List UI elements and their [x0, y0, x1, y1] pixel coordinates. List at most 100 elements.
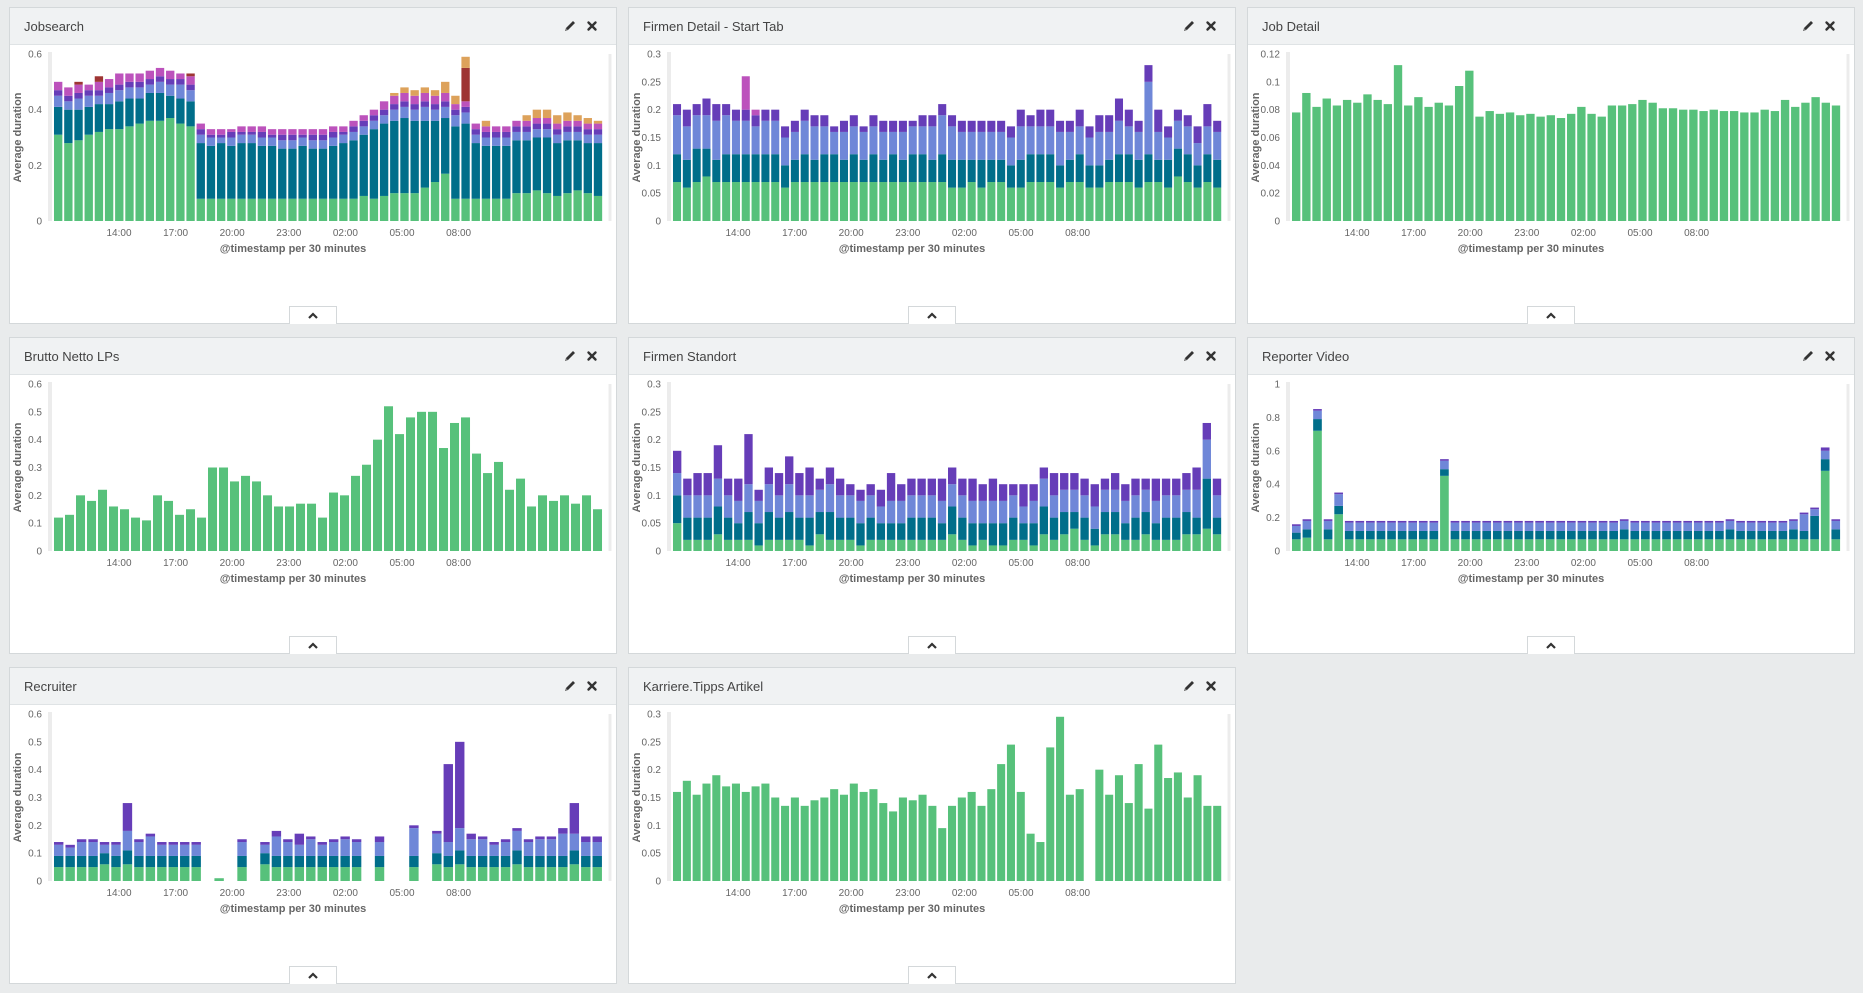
- bar-segment[interactable]: [866, 484, 875, 496]
- bar-segment[interactable]: [968, 545, 977, 551]
- bar-segment[interactable]: [673, 495, 682, 524]
- bar-segment[interactable]: [1154, 182, 1163, 221]
- bar-segment[interactable]: [958, 517, 967, 540]
- bar-segment[interactable]: [318, 140, 328, 149]
- bar-segment[interactable]: [512, 131, 521, 141]
- bar-segment[interactable]: [1039, 534, 1049, 551]
- bar-segment[interactable]: [87, 500, 97, 551]
- bar-segment[interactable]: [257, 145, 267, 199]
- bar-segment[interactable]: [1141, 534, 1150, 551]
- bar-segment[interactable]: [308, 129, 317, 135]
- bar-segment[interactable]: [1668, 108, 1678, 221]
- bar-segment[interactable]: [206, 145, 216, 199]
- bar-segment[interactable]: [1161, 517, 1171, 540]
- bar-segment[interactable]: [703, 473, 712, 496]
- bar-segment[interactable]: [866, 495, 875, 518]
- bar-segment[interactable]: [712, 104, 721, 121]
- bar-segment[interactable]: [917, 478, 926, 496]
- bar-segment[interactable]: [1183, 115, 1192, 127]
- bar-segment[interactable]: [308, 140, 317, 149]
- bar-segment[interactable]: [1630, 522, 1640, 531]
- bar-segment[interactable]: [420, 92, 430, 102]
- bar-segment[interactable]: [417, 411, 427, 551]
- bar-segment[interactable]: [1366, 522, 1375, 531]
- bar-segment[interactable]: [948, 126, 957, 160]
- bar-segment[interactable]: [443, 855, 453, 868]
- bar-segment[interactable]: [267, 137, 277, 146]
- bar-segment[interactable]: [958, 478, 967, 496]
- bar-segment[interactable]: [1302, 529, 1312, 538]
- bar-segment[interactable]: [683, 539, 692, 551]
- bar-segment[interactable]: [1820, 450, 1830, 460]
- bar-segment[interactable]: [815, 512, 824, 535]
- bar-segment[interactable]: [176, 84, 185, 99]
- bar-segment[interactable]: [1075, 109, 1084, 127]
- bar-segment[interactable]: [340, 836, 350, 840]
- bar-segment[interactable]: [74, 109, 83, 141]
- bar-segment[interactable]: [374, 842, 385, 856]
- bar-segment[interactable]: [723, 539, 733, 551]
- bar-segment[interactable]: [1203, 805, 1212, 881]
- bar-segment[interactable]: [741, 109, 750, 121]
- bar-segment[interactable]: [569, 864, 580, 881]
- bar-segment[interactable]: [125, 81, 134, 88]
- bar-segment[interactable]: [835, 539, 845, 551]
- collapse-button[interactable]: [1527, 306, 1575, 324]
- bar-segment[interactable]: [815, 489, 824, 513]
- bar-segment[interactable]: [1535, 539, 1544, 551]
- bar-segment[interactable]: [395, 434, 405, 551]
- pencil-icon[interactable]: [1800, 348, 1816, 364]
- bar-segment[interactable]: [1503, 522, 1513, 531]
- bar-segment[interactable]: [1535, 530, 1544, 540]
- bar-segment[interactable]: [997, 764, 1006, 881]
- bar-segment[interactable]: [978, 500, 987, 524]
- bar-segment[interactable]: [1811, 97, 1820, 221]
- bar-segment[interactable]: [1193, 126, 1202, 144]
- bar-segment[interactable]: [583, 118, 592, 124]
- bar-segment[interactable]: [908, 154, 917, 183]
- bar-segment[interactable]: [1131, 539, 1140, 551]
- bar-segment[interactable]: [1124, 154, 1133, 183]
- bar-segment[interactable]: [216, 198, 226, 221]
- bar-segment[interactable]: [741, 791, 750, 881]
- bar-segment[interactable]: [54, 134, 63, 221]
- close-icon[interactable]: [584, 348, 600, 364]
- bar-segment[interactable]: [271, 867, 282, 881]
- bar-segment[interactable]: [1641, 522, 1650, 531]
- bar-segment[interactable]: [283, 842, 293, 856]
- bar-segment[interactable]: [977, 131, 986, 160]
- bar-segment[interactable]: [1556, 539, 1566, 551]
- bar-segment[interactable]: [810, 126, 819, 160]
- bar-segment[interactable]: [1440, 475, 1449, 551]
- bar-segment[interactable]: [430, 104, 440, 110]
- bar-segment[interactable]: [751, 154, 760, 183]
- bar-segment[interactable]: [702, 148, 711, 177]
- bar-segment[interactable]: [1342, 99, 1352, 221]
- bar-segment[interactable]: [1121, 484, 1130, 501]
- bar-segment[interactable]: [1719, 111, 1729, 221]
- bar-segment[interactable]: [558, 867, 568, 881]
- bar-segment[interactable]: [790, 120, 799, 132]
- bar-segment[interactable]: [1080, 478, 1089, 496]
- bar-segment[interactable]: [581, 836, 591, 843]
- bar-segment[interactable]: [155, 120, 165, 221]
- bar-segment[interactable]: [1482, 539, 1492, 551]
- bar-segment[interactable]: [815, 478, 824, 490]
- bar-segment[interactable]: [1516, 115, 1525, 221]
- bar-segment[interactable]: [1192, 517, 1201, 535]
- bar-segment[interactable]: [1006, 744, 1015, 881]
- bar-segment[interactable]: [76, 855, 87, 868]
- bar-segment[interactable]: [1203, 182, 1212, 221]
- bar-segment[interactable]: [1450, 530, 1460, 540]
- bar-segment[interactable]: [471, 123, 480, 130]
- bar-segment[interactable]: [835, 478, 845, 496]
- bar-segment[interactable]: [573, 120, 582, 127]
- bar-segment[interactable]: [1757, 520, 1767, 523]
- bar-segment[interactable]: [461, 112, 470, 124]
- bar-segment[interactable]: [54, 842, 64, 845]
- bar-segment[interactable]: [731, 154, 740, 183]
- bar-segment[interactable]: [876, 539, 886, 551]
- bar-segment[interactable]: [362, 464, 372, 551]
- bar-segment[interactable]: [1213, 187, 1222, 221]
- bar-segment[interactable]: [835, 517, 845, 540]
